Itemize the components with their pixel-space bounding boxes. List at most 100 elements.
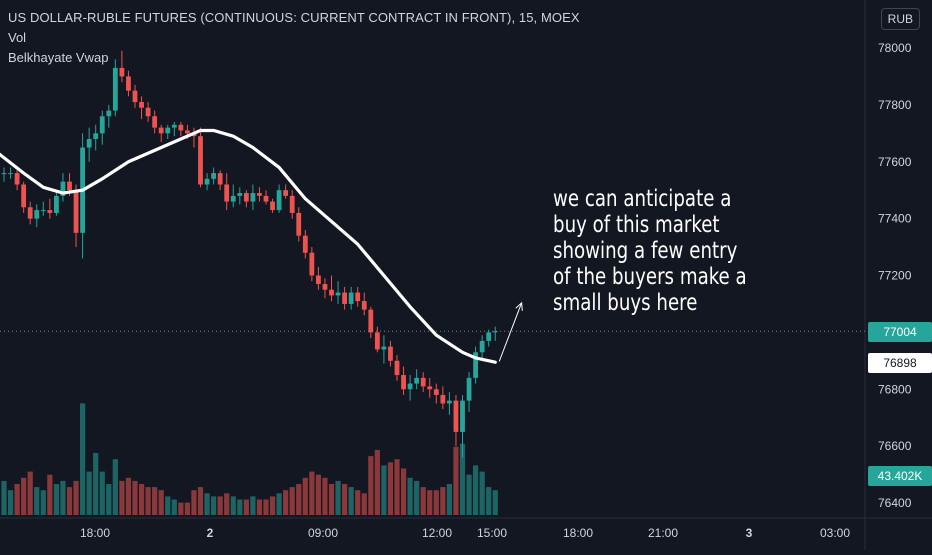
volume-bar bbox=[93, 453, 99, 515]
x-tick-label: 2 bbox=[207, 526, 214, 540]
volume-bar bbox=[191, 490, 197, 515]
candle-body bbox=[381, 346, 387, 350]
volume-bar bbox=[230, 496, 236, 515]
candle-body bbox=[47, 210, 53, 213]
volume-bar bbox=[453, 446, 459, 515]
candle-body bbox=[460, 400, 465, 432]
annotation-line: small buys here bbox=[553, 290, 698, 316]
candle-body bbox=[139, 102, 144, 108]
candle-body bbox=[40, 210, 46, 212]
candle-body bbox=[106, 110, 112, 117]
candle-body bbox=[224, 184, 230, 202]
volume-bar bbox=[446, 484, 452, 515]
candle-body bbox=[93, 133, 99, 139]
x-tick-label: 3 bbox=[746, 526, 753, 540]
candle-body bbox=[60, 181, 66, 196]
x-tick-label: 12:00 bbox=[422, 526, 452, 540]
candle-body bbox=[276, 190, 282, 211]
volume-bar bbox=[119, 480, 125, 515]
candle-body bbox=[257, 193, 262, 196]
candle-body bbox=[492, 331, 498, 333]
chart-title[interactable]: US DOLLAR-RUBLE FUTURES (CONTINUOUS: CUR… bbox=[8, 10, 580, 25]
volume-bar bbox=[211, 496, 217, 515]
candle-body bbox=[34, 210, 40, 219]
vwap-indicator-label[interactable]: Belkhayate Vwap bbox=[8, 50, 109, 65]
volume-bar bbox=[374, 449, 380, 515]
volume-bar bbox=[14, 484, 20, 515]
candle-body bbox=[119, 67, 125, 77]
candle-body bbox=[368, 309, 374, 333]
annotation-line: of the buyers make a bbox=[553, 264, 747, 290]
volume-bar bbox=[328, 484, 335, 515]
volume-bar bbox=[132, 480, 138, 515]
candle-body bbox=[217, 173, 223, 185]
volume-bar bbox=[315, 474, 321, 515]
volume-bar bbox=[1, 480, 7, 515]
volume-bar bbox=[335, 480, 341, 515]
candle-body bbox=[8, 173, 13, 175]
candle-body bbox=[243, 193, 249, 202]
vwap-price-tag: 76898 bbox=[868, 353, 932, 373]
volume-bar bbox=[40, 490, 46, 515]
volume-bar bbox=[21, 477, 27, 515]
candle-body bbox=[14, 173, 20, 185]
volume-bar bbox=[217, 496, 223, 515]
x-tick-label: 21:00 bbox=[648, 526, 678, 540]
volume-bar bbox=[250, 496, 256, 515]
x-tick-label: 18:00 bbox=[80, 526, 110, 540]
volume-bar bbox=[224, 493, 230, 515]
candle-body bbox=[486, 332, 492, 341]
candle-body bbox=[185, 130, 190, 134]
candle-body bbox=[171, 124, 177, 128]
volume-bar bbox=[112, 459, 118, 515]
candle-body bbox=[394, 360, 400, 376]
candle-body bbox=[204, 178, 210, 185]
volume-bar bbox=[165, 496, 171, 515]
volume-bar bbox=[368, 456, 374, 515]
vwap-line bbox=[0, 128, 497, 364]
volume-bar bbox=[237, 499, 243, 515]
candle-body bbox=[348, 292, 354, 304]
volume-bar bbox=[387, 462, 394, 515]
candle-body bbox=[230, 195, 236, 202]
candle-body bbox=[73, 190, 79, 233]
candle-body bbox=[296, 212, 302, 236]
annotation-arrow bbox=[498, 302, 523, 362]
volume-bar bbox=[322, 477, 328, 515]
volume-bar bbox=[473, 465, 479, 515]
candle-body bbox=[237, 193, 243, 196]
x-tick-label: 18:00 bbox=[563, 526, 593, 540]
candle-body bbox=[316, 275, 321, 285]
volume-bar bbox=[7, 490, 14, 515]
candle-body bbox=[309, 252, 315, 276]
volume-bar bbox=[355, 490, 361, 515]
candle-body bbox=[152, 116, 158, 128]
candle-body bbox=[361, 301, 367, 310]
volume-bar bbox=[269, 496, 276, 515]
candle-body bbox=[263, 195, 269, 202]
currency-button[interactable]: RUB bbox=[880, 8, 920, 30]
annotation-text[interactable]: we can anticipate a buy of this market s… bbox=[553, 186, 747, 316]
volume-bar bbox=[80, 403, 86, 515]
candle-body bbox=[355, 292, 361, 302]
x-tick-label: 15:00 bbox=[477, 526, 507, 540]
volume-bar bbox=[394, 459, 400, 515]
y-tick-label: 77400 bbox=[878, 212, 912, 226]
volume-bar bbox=[309, 471, 315, 515]
candle-body bbox=[132, 90, 138, 103]
volume-bar bbox=[27, 471, 33, 515]
candle-body bbox=[99, 116, 105, 134]
candle-body bbox=[27, 207, 33, 219]
candle-body bbox=[466, 377, 472, 401]
candle-body bbox=[165, 127, 171, 134]
candle-body bbox=[453, 400, 459, 432]
candle-body bbox=[407, 383, 413, 390]
volume-bar bbox=[106, 484, 112, 515]
y-tick-label: 76800 bbox=[878, 382, 912, 396]
volume-bar bbox=[86, 471, 92, 515]
candle-body bbox=[112, 67, 118, 111]
volume-bar bbox=[414, 480, 420, 515]
volume-indicator-label[interactable]: Vol bbox=[8, 30, 27, 45]
